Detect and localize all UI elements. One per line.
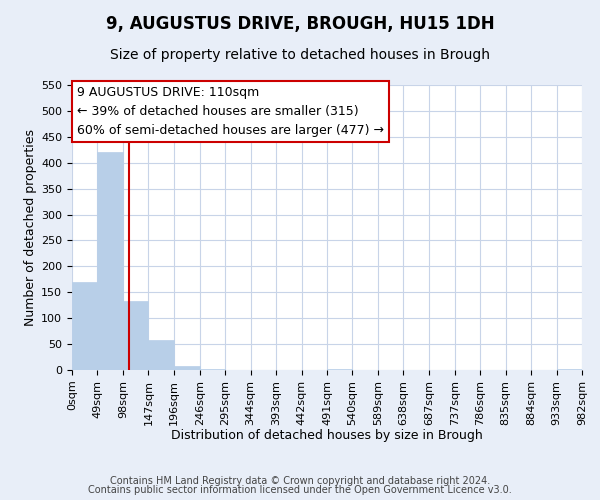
Bar (123, 301, 148, 370)
Text: Size of property relative to detached houses in Brough: Size of property relative to detached ho… (110, 48, 490, 62)
Text: 9, AUGUSTUS DRIVE, BROUGH, HU15 1DH: 9, AUGUSTUS DRIVE, BROUGH, HU15 1DH (106, 15, 494, 33)
Bar (174, 366, 200, 370)
Bar (327, 369, 352, 370)
Bar (148, 340, 174, 370)
Bar (200, 369, 225, 370)
Text: 9 AUGUSTUS DRIVE: 110sqm
← 39% of detached houses are smaller (315)
60% of semi-: 9 AUGUSTUS DRIVE: 110sqm ← 39% of detach… (77, 86, 384, 138)
Y-axis label: Number of detached properties: Number of detached properties (24, 129, 37, 326)
Text: Contains HM Land Registry data © Crown copyright and database right 2024.: Contains HM Land Registry data © Crown c… (110, 476, 490, 486)
Text: Contains public sector information licensed under the Open Government Licence v3: Contains public sector information licen… (88, 485, 512, 495)
Bar (557, 369, 582, 370)
X-axis label: Distribution of detached houses by size in Brough: Distribution of detached houses by size … (171, 429, 483, 442)
Bar (72, 282, 97, 370)
Bar (97, 152, 123, 370)
